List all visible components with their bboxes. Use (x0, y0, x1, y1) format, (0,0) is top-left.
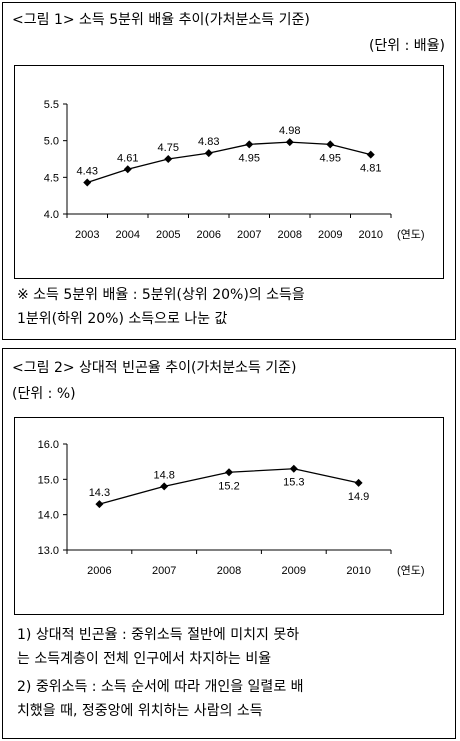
chart2-x-tick-label: 2008 (217, 565, 241, 577)
chart1-y-tick-label: 5.5 (44, 99, 59, 111)
chart1-data-point (83, 178, 92, 187)
chart1-data-label: 4.75 (158, 142, 179, 154)
figure1-note-line1: ※ 소득 5분위 배율 : 5분위(상위 20%)의 소득을 (17, 287, 305, 303)
chart1-data-point (204, 149, 213, 158)
figure2-note2-line1: 2) 중위소득 : 소득 순서에 따라 개인을 일렬로 배 (17, 679, 304, 695)
chart1-data-point (366, 150, 375, 159)
chart1-x-tick-label: 2005 (156, 229, 180, 241)
chart1-data-label: 4.95 (239, 152, 260, 164)
chart1-y-tick-label: 4.5 (44, 172, 59, 184)
chart2-data-point (225, 468, 233, 477)
chart2-data-label: 14.3 (89, 487, 110, 499)
chart1-data-label: 4.95 (320, 152, 341, 164)
chart2-data-label: 14.9 (348, 491, 369, 503)
figure2-unit: (단위 : %) (12, 386, 76, 402)
chart2-data-label: 14.8 (153, 469, 174, 481)
chart1-data-point (326, 140, 335, 149)
chart1-x-tick-label: 2004 (116, 229, 140, 241)
chart2-data-label: 15.2 (218, 480, 239, 492)
chart2-data-label: 15.3 (283, 477, 304, 489)
chart1-x-axis-label: (연도) (397, 228, 425, 241)
figure1-note-line2: 1분위(하위 20%) 소득으로 나눈 값 (17, 311, 228, 327)
chart1-x-tick-label: 2010 (359, 229, 383, 241)
chart1-data-label: 4.81 (360, 163, 381, 175)
chart1-y-tick-label: 4.0 (44, 209, 59, 221)
figure2-note1-line1: 1) 상대적 빈곤율 : 중위소득 절반에 미치지 못하 (17, 627, 300, 643)
chart1-data-label: 4.43 (77, 165, 98, 177)
figure2-note1-line2: 는 소득계층이 전체 인구에서 차지하는 비율 (17, 651, 272, 667)
chart2-data-point (95, 500, 104, 509)
chart2-y-tick-label: 15.0 (38, 474, 59, 486)
chart1-data-label: 4.61 (117, 152, 138, 164)
chart2-data-point (160, 482, 169, 491)
chart1-data-label: 4.83 (198, 136, 219, 148)
chart1-x-tick-label: 2008 (278, 229, 302, 241)
chart1-series-line (87, 141, 371, 184)
chart2-data-point (354, 478, 363, 487)
figure2-chart: 16.0 15.0 14.0 13.0 2006 2007 2008 2009 2010 (연도)… (14, 417, 444, 615)
chart1-y-tick-label: 5.0 (44, 136, 59, 148)
chart2-y-tick-label: 14.0 (38, 510, 59, 522)
chart1-x-tick-label: 2006 (197, 229, 221, 241)
figure2-title: <그림 2> 상대적 빈곤율 추이(가처분소득 기준) (12, 360, 297, 376)
chart1-data-label: 4.98 (279, 125, 300, 137)
chart1-x-tick-label: 2003 (75, 229, 99, 241)
chart1-data-point (285, 138, 294, 147)
figure1-panel: <그림 1> 소득 5분위 배율 추이(가처분소득 기준) (단위 : 배율) … (2, 2, 456, 340)
chart2-y-tick-label: 16.0 (38, 439, 59, 451)
figure1-line-chart: 5.5 5.0 4.5 4.0 2003 2004 2005 2006 2007 2008 2009… (44, 99, 425, 241)
chart2-x-tick-label: 2010 (346, 565, 370, 577)
figure2-panel: <그림 2> 상대적 빈곤율 추이(가처분소득 기준) (단위 : %) 16.… (2, 348, 456, 739)
chart1-x-tick-label: 2009 (318, 229, 342, 241)
figure2-note2-line2: 치했을 때, 정중앙에 위치하는 사람의 소득 (17, 703, 263, 719)
chart1-data-point (123, 165, 132, 174)
chart2-x-tick-label: 2006 (87, 565, 111, 577)
chart2-x-tick-label: 2009 (282, 565, 306, 577)
chart2-x-axis-label: (연도) (397, 564, 425, 577)
chart2-data-point (289, 464, 298, 473)
chart2-x-tick-label: 2007 (152, 565, 176, 577)
figure2-line-chart: 16.0 15.0 14.0 13.0 2006 2007 2008 2009 2010 (연도)… (38, 439, 425, 577)
chart1-data-point (245, 140, 254, 149)
figure1-unit: (단위 : 배율) (368, 38, 445, 54)
chart1-data-point (164, 155, 173, 163)
chart2-y-tick-label: 13.0 (38, 545, 59, 557)
chart1-x-tick-label: 2007 (237, 229, 261, 241)
figure1-title: <그림 1> 소득 5분위 배율 추이(가처분소득 기준) (12, 12, 310, 28)
figure1-chart: 5.5 5.0 4.5 4.0 2003 2004 2005 2006 2007 2008 2009… (14, 65, 444, 279)
